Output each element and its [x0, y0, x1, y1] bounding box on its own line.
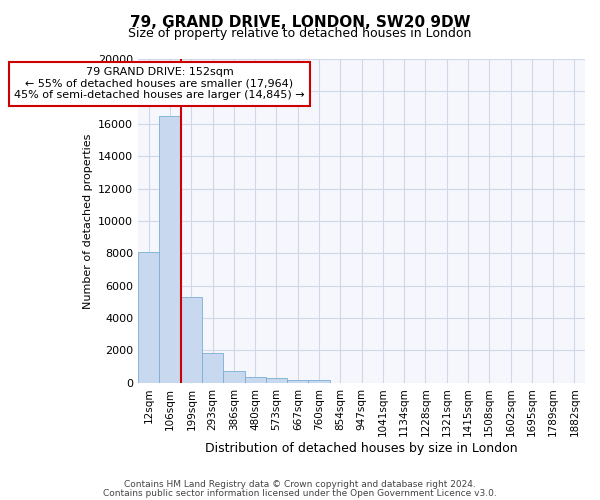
Bar: [266, 378, 287, 383]
Text: Contains HM Land Registry data © Crown copyright and database right 2024.: Contains HM Land Registry data © Crown c…: [124, 480, 476, 489]
Bar: [181, 297, 202, 383]
Bar: [223, 370, 245, 383]
Text: Size of property relative to detached houses in London: Size of property relative to detached ho…: [128, 28, 472, 40]
Bar: [138, 252, 160, 383]
Bar: [202, 353, 223, 383]
X-axis label: Distribution of detached houses by size in London: Distribution of detached houses by size …: [205, 442, 518, 455]
Text: 79 GRAND DRIVE: 152sqm
← 55% of detached houses are smaller (17,964)
45% of semi: 79 GRAND DRIVE: 152sqm ← 55% of detached…: [14, 67, 305, 100]
Bar: [287, 380, 308, 383]
Bar: [160, 116, 181, 383]
Text: 79, GRAND DRIVE, LONDON, SW20 9DW: 79, GRAND DRIVE, LONDON, SW20 9DW: [130, 15, 470, 30]
Text: Contains public sector information licensed under the Open Government Licence v3: Contains public sector information licen…: [103, 488, 497, 498]
Bar: [308, 380, 329, 383]
Y-axis label: Number of detached properties: Number of detached properties: [83, 133, 92, 308]
Bar: [245, 377, 266, 383]
